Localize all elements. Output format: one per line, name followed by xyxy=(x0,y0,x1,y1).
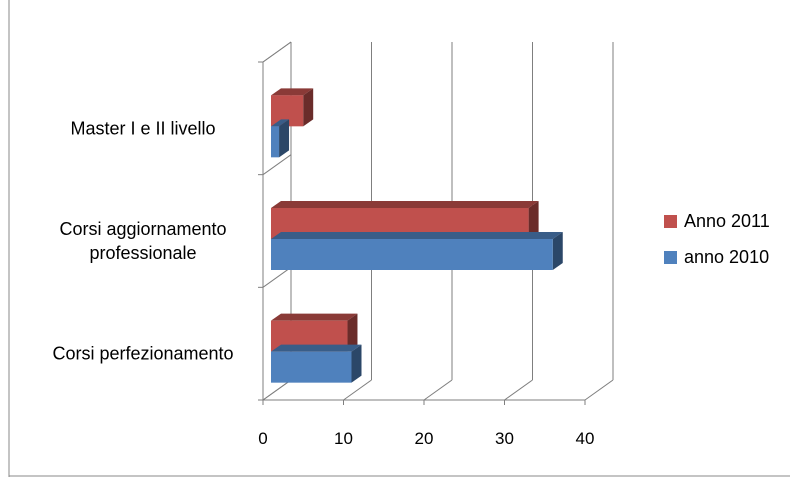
bar-side-face xyxy=(351,344,362,383)
floor-gridline xyxy=(584,379,614,401)
bar-anno-2010-0 xyxy=(271,344,362,383)
category-tick-depth xyxy=(262,154,292,176)
category-labels: Corsi perfezionamento Corsi aggiornamento… xyxy=(52,118,233,363)
legend-item: anno 2010 xyxy=(664,247,769,267)
chart-border xyxy=(8,0,790,477)
bar-front-face xyxy=(271,126,280,158)
x-tick-labels: 0 10 20 30 40 xyxy=(258,429,594,448)
x-tick-label: 10 xyxy=(334,429,353,448)
bar-top-face xyxy=(271,344,362,352)
bar-side-face xyxy=(528,201,539,239)
category-label: Master I e II livello xyxy=(70,118,215,138)
bar-top-face xyxy=(271,232,563,239)
x-tick-label: 0 xyxy=(258,429,267,448)
bar-top-face xyxy=(271,201,539,208)
bar-anno-2010-2 xyxy=(271,119,290,158)
x-tick-label: 20 xyxy=(415,429,434,448)
bar-top-face xyxy=(271,119,290,127)
category-label: Corsi perfezionamento xyxy=(52,344,233,364)
legend-swatch xyxy=(664,215,677,228)
legend-swatch xyxy=(664,251,677,264)
legend-item: Anno 2011 xyxy=(664,211,770,231)
bar-side-face xyxy=(279,119,290,158)
bar-side-face xyxy=(552,232,563,270)
category-tick-depth xyxy=(262,41,292,63)
x-tick-label: 40 xyxy=(576,429,595,448)
bar-top-face xyxy=(271,88,314,96)
floor-gridline xyxy=(423,379,453,401)
bar-front-face xyxy=(271,239,553,270)
bars xyxy=(271,88,563,383)
floor-gridline xyxy=(343,379,372,401)
x-tick-label: 30 xyxy=(495,429,514,448)
legend: Anno 2011 anno 2010 xyxy=(664,211,770,267)
bar-top-face xyxy=(271,313,358,321)
legend-label: anno 2010 xyxy=(684,247,769,267)
bar-anno-2010-1 xyxy=(271,232,563,270)
category-label: Corsi aggiornamento professionale xyxy=(59,219,226,263)
floor-gridline xyxy=(262,379,292,401)
floor-gridline xyxy=(504,379,533,401)
bar-side-face xyxy=(347,313,358,352)
bar-side-face xyxy=(303,88,314,127)
category-tick-depth xyxy=(262,266,292,288)
bar-front-face xyxy=(271,351,352,383)
legend-label: Anno 2011 xyxy=(684,211,770,231)
bar-anno-2011-2 xyxy=(271,88,314,127)
